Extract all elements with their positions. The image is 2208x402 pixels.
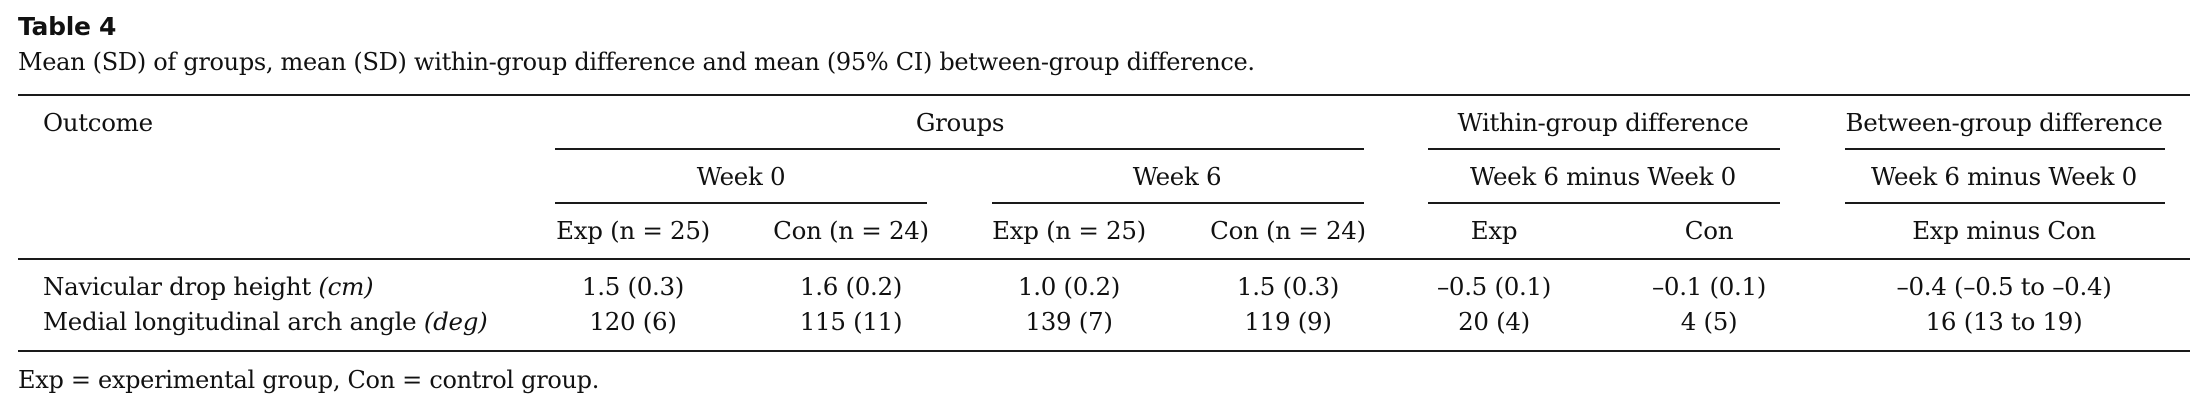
header-within: Within-group difference	[1457, 108, 1749, 137]
col-header: Con	[1684, 216, 1734, 245]
header-week0: Week 0	[696, 162, 786, 191]
table-cell: 1.5 (0.3)	[1236, 272, 1340, 301]
week6-underline	[992, 202, 1364, 204]
col-header: Exp	[1470, 216, 1518, 245]
outcome-unit: (cm)	[318, 272, 374, 301]
col-header: Exp minus Con	[1912, 216, 2096, 245]
week0-underline	[555, 202, 927, 204]
top-rule	[18, 94, 2190, 96]
outcome-unit: (deg)	[423, 307, 488, 336]
table-cell: 120 (6)	[589, 307, 677, 336]
header-between: Between-group difference	[1845, 108, 2163, 137]
outcome-name: Navicular drop height	[43, 272, 311, 301]
table-cell: –0.5 (0.1)	[1436, 272, 1552, 301]
table-cell: 1.6 (0.2)	[799, 272, 903, 301]
groups-underline	[555, 148, 1364, 150]
table-cell: –0.1 (0.1)	[1651, 272, 1767, 301]
header-within-sub: Week 6 minus Week 0	[1470, 162, 1736, 191]
table-cell: 119 (9)	[1244, 307, 1332, 336]
col-header: Exp (n = 25)	[992, 216, 1146, 245]
within-underline	[1428, 148, 1780, 150]
table-cell: 1.0 (0.2)	[1017, 272, 1121, 301]
table-cell: 4 (5)	[1680, 307, 1738, 336]
bottom-rule	[18, 350, 2190, 352]
col-header: Con (n = 24)	[773, 216, 929, 245]
table-cell: 115 (11)	[799, 307, 903, 336]
between-underline	[1845, 148, 2165, 150]
header-groups: Groups	[915, 108, 1005, 137]
between-sub-underline	[1845, 202, 2165, 204]
row-label: Navicular drop height (cm)	[43, 272, 374, 301]
header-between-sub: Week 6 minus Week 0	[1871, 162, 2137, 191]
table-footnote: Exp = experimental group, Con = control …	[18, 366, 600, 394]
table-cell: 16 (13 to 19)	[1925, 307, 2083, 336]
table-caption: Mean (SD) of groups, mean (SD) within-gr…	[18, 48, 1255, 76]
table-cell: 1.5 (0.3)	[581, 272, 685, 301]
outcome-name: Medial longitudinal arch angle	[43, 307, 417, 336]
header-bottom-rule	[18, 258, 2190, 260]
table-cell: –0.4 (–0.5 to –0.4)	[1896, 272, 2112, 301]
row-label: Medial longitudinal arch angle (deg)	[43, 307, 488, 336]
table-cell: 139 (7)	[1025, 307, 1113, 336]
header-outcome: Outcome	[43, 108, 153, 137]
within-sub-underline	[1428, 202, 1780, 204]
table-cell: 20 (4)	[1458, 307, 1530, 336]
table-title: Table 4	[18, 12, 117, 41]
header-week6: Week 6	[1132, 162, 1222, 191]
col-header: Exp (n = 25)	[556, 216, 710, 245]
col-header: Con (n = 24)	[1210, 216, 1366, 245]
